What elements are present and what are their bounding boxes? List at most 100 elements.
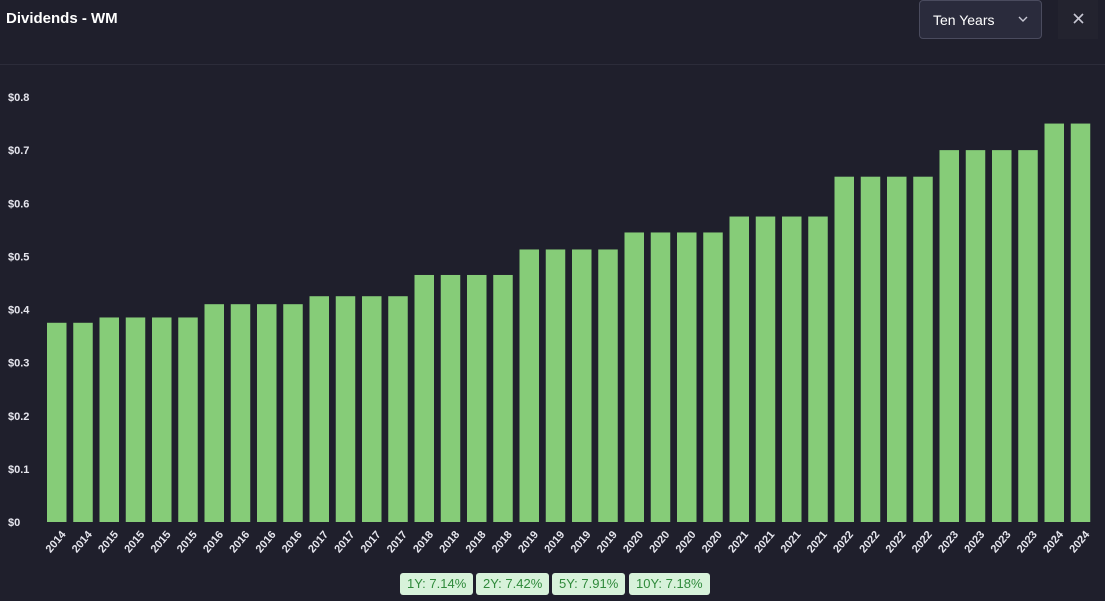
y-tick-label: $0.7 <box>8 145 29 157</box>
x-tick-label: 2020 <box>647 529 672 555</box>
bar[interactable] <box>834 176 855 522</box>
x-tick-label: 2023 <box>962 529 987 555</box>
bar[interactable] <box>598 249 618 522</box>
growth-badge-5y: 5Y: 7.91% <box>552 573 626 595</box>
x-tick-label: 2021 <box>805 529 830 555</box>
range-select[interactable]: Ten Years <box>919 0 1042 39</box>
bar[interactable] <box>939 150 960 522</box>
growth-badge-10y: 10Y: 7.18% <box>629 573 710 595</box>
y-tick-label: $0.3 <box>8 358 29 370</box>
bar[interactable] <box>782 216 802 522</box>
x-tick-label: 2016 <box>280 529 305 555</box>
y-axis: $0 $0.1 $0.2 $0.3 $0.4 $0.5 $0.6 $0.7 $0.8 <box>8 92 30 529</box>
x-tick-label: 2015 <box>96 529 121 555</box>
bar[interactable] <box>860 176 881 522</box>
bar[interactable] <box>362 296 382 522</box>
bar[interactable] <box>965 150 986 522</box>
x-tick-label: 2016 <box>227 529 252 555</box>
bar[interactable] <box>230 304 251 522</box>
y-tick-label: $0 <box>8 517 20 529</box>
x-tick-label: 2014 <box>70 528 95 555</box>
bar[interactable] <box>493 274 513 522</box>
growth-badge-2y: 2Y: 7.42% <box>476 573 550 595</box>
x-tick-label: 2024 <box>1041 528 1066 555</box>
bar[interactable] <box>755 216 776 522</box>
bar[interactable] <box>283 304 303 522</box>
bar[interactable] <box>992 150 1012 522</box>
x-tick-label: 2020 <box>700 529 725 555</box>
dividend-bar-chart: $0$0.1$0.2$0.3$0.4$0.5$0.6$0.7$0.8 2014 2… <box>8 92 1093 555</box>
bar[interactable] <box>414 274 435 522</box>
x-tick-label: 2022 <box>910 529 935 555</box>
bar[interactable] <box>388 296 408 522</box>
bar[interactable] <box>1018 150 1038 522</box>
page-title: Dividends - WM <box>6 10 118 27</box>
x-tick-label: 2022 <box>857 529 882 555</box>
bar[interactable] <box>677 232 697 522</box>
y-tick-label: $0.5 <box>8 251 29 263</box>
bar[interactable] <box>519 249 540 522</box>
bar[interactable] <box>257 304 277 522</box>
bar[interactable] <box>729 216 750 522</box>
bar[interactable] <box>47 322 67 522</box>
x-tick-label: 2019 <box>542 529 567 555</box>
x-tick-label: 2018 <box>437 529 462 555</box>
bar[interactable] <box>1070 123 1091 522</box>
x-tick-label: 2019 <box>595 529 620 555</box>
bar[interactable] <box>913 176 933 522</box>
bar[interactable] <box>152 317 172 522</box>
x-tick-label: 2023 <box>1015 529 1040 555</box>
x-tick-label: 2019 <box>569 529 594 555</box>
bar[interactable] <box>99 317 120 522</box>
range-select-value: Ten Years <box>933 12 995 28</box>
bar[interactable] <box>335 296 356 522</box>
x-tick-label: 2018 <box>464 529 489 555</box>
y-tick-label: $0.4 <box>8 305 30 317</box>
x-tick-label: 2017 <box>332 529 357 555</box>
x-tick-label: 2016 <box>254 529 279 555</box>
growth-badge-1y: 1Y: 7.14% <box>400 573 474 595</box>
bar[interactable] <box>73 322 93 522</box>
x-tick-label: 2023 <box>936 529 961 555</box>
bar[interactable] <box>178 317 198 522</box>
x-tick-label: 2019 <box>516 529 541 555</box>
chart-header: Dividends - WM Ten Years <box>0 0 1105 65</box>
x-tick-label: 2021 <box>779 529 804 555</box>
x-tick-label: 2021 <box>726 529 751 555</box>
bar[interactable] <box>1044 123 1065 522</box>
x-tick-label: 2017 <box>385 529 410 555</box>
x-tick-label: 2016 <box>201 529 226 555</box>
bar[interactable] <box>650 232 671 522</box>
bar[interactable] <box>624 232 645 522</box>
x-tick-label: 2017 <box>306 529 331 555</box>
growth-badges: 1Y: 7.14% 2Y: 7.42% 5Y: 7.91% 10Y: 7.18% <box>0 573 1105 595</box>
bar[interactable] <box>808 216 828 522</box>
bar[interactable] <box>887 176 907 522</box>
x-tick-label: 2022 <box>884 529 909 555</box>
x-tick-label: 2018 <box>411 529 436 555</box>
bar[interactable] <box>703 232 723 522</box>
y-tick-label: $0.8 <box>8 92 29 104</box>
y-tick-label: $0.1 <box>8 464 29 476</box>
bar[interactable] <box>572 249 592 522</box>
close-button[interactable] <box>1058 0 1098 39</box>
bar[interactable] <box>125 317 146 522</box>
x-tick-label: 2017 <box>359 529 384 555</box>
x-tick-label: 2023 <box>989 529 1014 555</box>
x-tick-label: 2018 <box>490 529 515 555</box>
x-tick-label: 2015 <box>175 529 200 555</box>
bar[interactable] <box>467 274 487 522</box>
x-axis: 2014 2014 2015 2015 2015 2015 2016 2016 2016 2016… <box>44 528 1093 555</box>
bar[interactable] <box>545 249 566 522</box>
x-tick-label: 2015 <box>122 529 147 555</box>
x-tick-label: 2015 <box>149 529 174 555</box>
close-icon <box>1073 13 1084 24</box>
x-tick-label: 2020 <box>621 529 646 555</box>
bar[interactable] <box>440 274 461 522</box>
x-tick-label: 2020 <box>674 529 699 555</box>
bar[interactable] <box>204 304 225 522</box>
bar[interactable] <box>309 296 330 522</box>
bars <box>47 123 1091 522</box>
chevron-down-icon <box>1017 12 1029 24</box>
x-tick-label: 2022 <box>831 529 856 555</box>
